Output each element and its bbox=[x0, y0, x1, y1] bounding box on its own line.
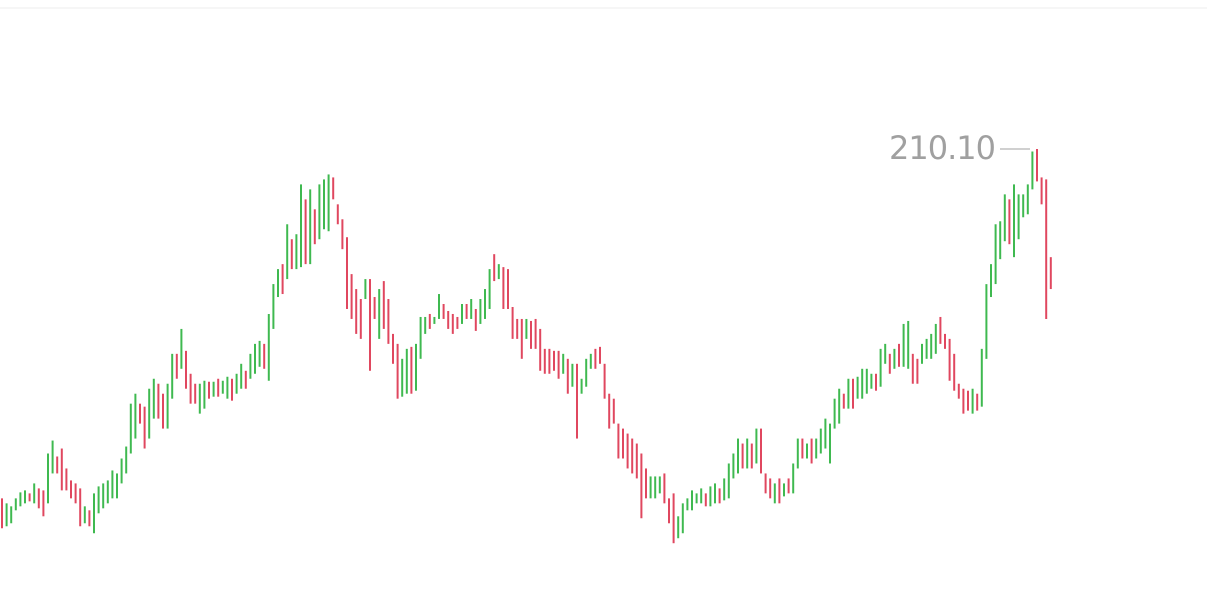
annotation-label: 210.10 bbox=[889, 129, 995, 167]
